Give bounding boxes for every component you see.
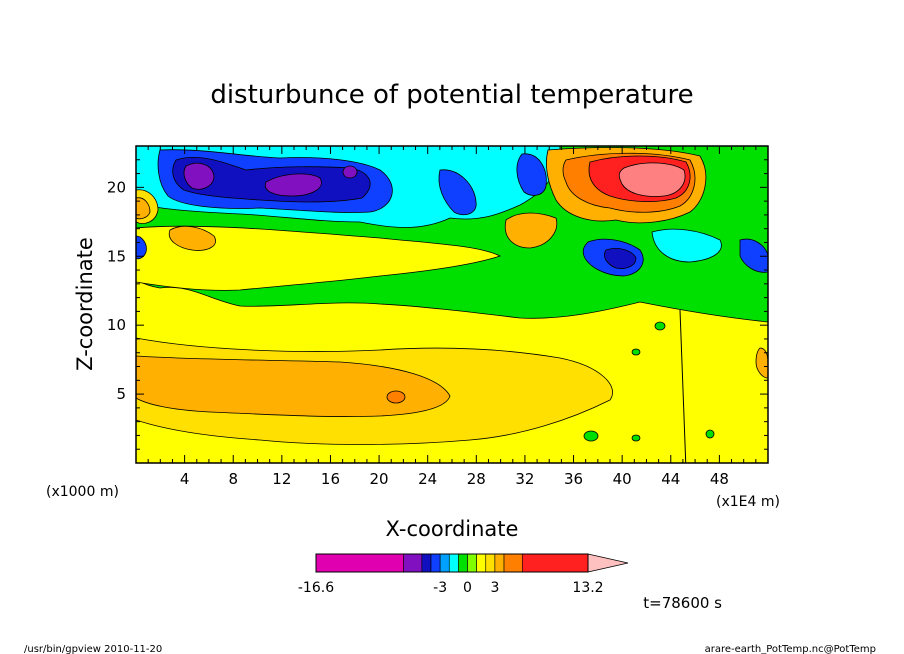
x-tick-label: 40 (613, 470, 632, 488)
colorbar-frame (315, 553, 589, 573)
x-tick-label: 4 (180, 470, 190, 488)
x-tick-label: 8 (228, 470, 238, 488)
y-tick-label: 10 (107, 316, 126, 334)
colorbar (315, 553, 629, 573)
colorbar-segment (521, 553, 589, 573)
colorbar-label: -3 (433, 580, 447, 596)
colorbar-segment (503, 553, 523, 573)
chart-title: disturbunce of potential temperature (210, 80, 693, 110)
colorbar-segment (421, 553, 432, 573)
colorbar-segment (458, 553, 468, 573)
colorbar-segment (494, 553, 505, 573)
x-tick-label: 24 (418, 470, 437, 488)
colorbar-labels: -16.6 -3 0 3 13.2 (298, 580, 604, 596)
x-tick-labels: 4 8 12 16 20 24 28 32 36 40 44 48 (180, 470, 729, 488)
x-tick-label: 32 (515, 470, 534, 488)
colorbar-segment (430, 553, 441, 573)
x-axis-label: X-coordinate (386, 517, 519, 541)
y-tick-label: 20 (107, 178, 126, 196)
colorbar-segment (439, 553, 450, 573)
y-tick-label: 5 (116, 385, 126, 403)
footer-variable: arare-earth_PotTemp.nc@PotTemp (705, 644, 876, 654)
footer-program: /usr/bin/gpview 2010-11-20 (24, 644, 162, 654)
colorbar-segment (315, 553, 404, 573)
x-tick-label: 28 (467, 470, 486, 488)
colorbar-label: 0 (463, 580, 472, 596)
x-tick-label: 16 (321, 470, 340, 488)
axis-ticks (136, 146, 768, 463)
y-tick-labels: 5 10 15 20 (107, 178, 126, 403)
x-tick-label: 44 (661, 470, 680, 488)
colorbar-extend-arrow (587, 553, 629, 573)
colorbar-segment (403, 553, 423, 573)
plot-area (136, 146, 768, 463)
colorbar-label: 13.2 (572, 580, 603, 596)
x-tick-label: 36 (564, 470, 583, 488)
colorbar-label: 3 (490, 580, 499, 596)
y-axis-label: Z-coordinate (73, 237, 97, 371)
time-label: t=78600 s (643, 594, 722, 612)
colorbar-segment (448, 553, 459, 573)
colorbar-segment (467, 553, 477, 573)
colorbar-segment (485, 553, 496, 573)
x-tick-label: 12 (272, 470, 291, 488)
x-unit-right: (x1E4 m) (716, 494, 780, 510)
x-unit-left: (x1000 m) (46, 484, 119, 500)
colorbar-label: -16.6 (298, 580, 334, 596)
colorbar-segment (476, 553, 487, 573)
y-tick-label: 15 (107, 247, 126, 265)
x-tick-label: 48 (710, 470, 729, 488)
x-tick-label: 20 (370, 470, 389, 488)
